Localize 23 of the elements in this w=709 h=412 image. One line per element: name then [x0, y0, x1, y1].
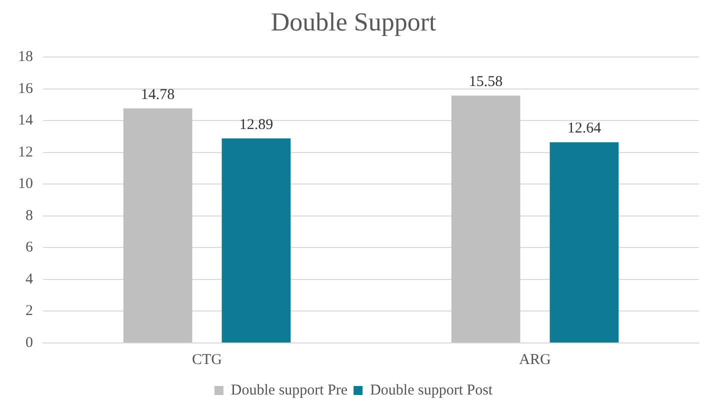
y-tick-label: 0 — [26, 334, 33, 351]
chart-title: Double Support — [270, 7, 437, 36]
bar — [123, 108, 192, 342]
y-tick-label: 16 — [18, 80, 34, 97]
y-tick-label: 4 — [26, 271, 34, 288]
bar — [222, 138, 291, 342]
x-tick-label: CTG — [192, 352, 222, 368]
y-tick-label: 14 — [18, 112, 34, 129]
data-label: 15.58 — [468, 74, 503, 90]
y-tick-label: 6 — [26, 240, 34, 256]
y-tick-label: 8 — [26, 208, 33, 224]
legend-label: Double support Post — [370, 382, 494, 398]
y-tick-label: 12 — [18, 144, 33, 160]
x-tick-label: ARG — [519, 352, 551, 368]
y-tick-label: 10 — [18, 176, 33, 192]
data-label: 14.78 — [140, 86, 175, 103]
bar — [550, 142, 619, 342]
legend-label: Double support Pre — [230, 382, 348, 398]
bar — [451, 96, 520, 342]
data-label: 12.89 — [239, 116, 274, 133]
y-tick-label: 18 — [18, 49, 33, 66]
data-label: 12.64 — [567, 120, 602, 137]
y-tick-label: 2 — [26, 303, 33, 320]
